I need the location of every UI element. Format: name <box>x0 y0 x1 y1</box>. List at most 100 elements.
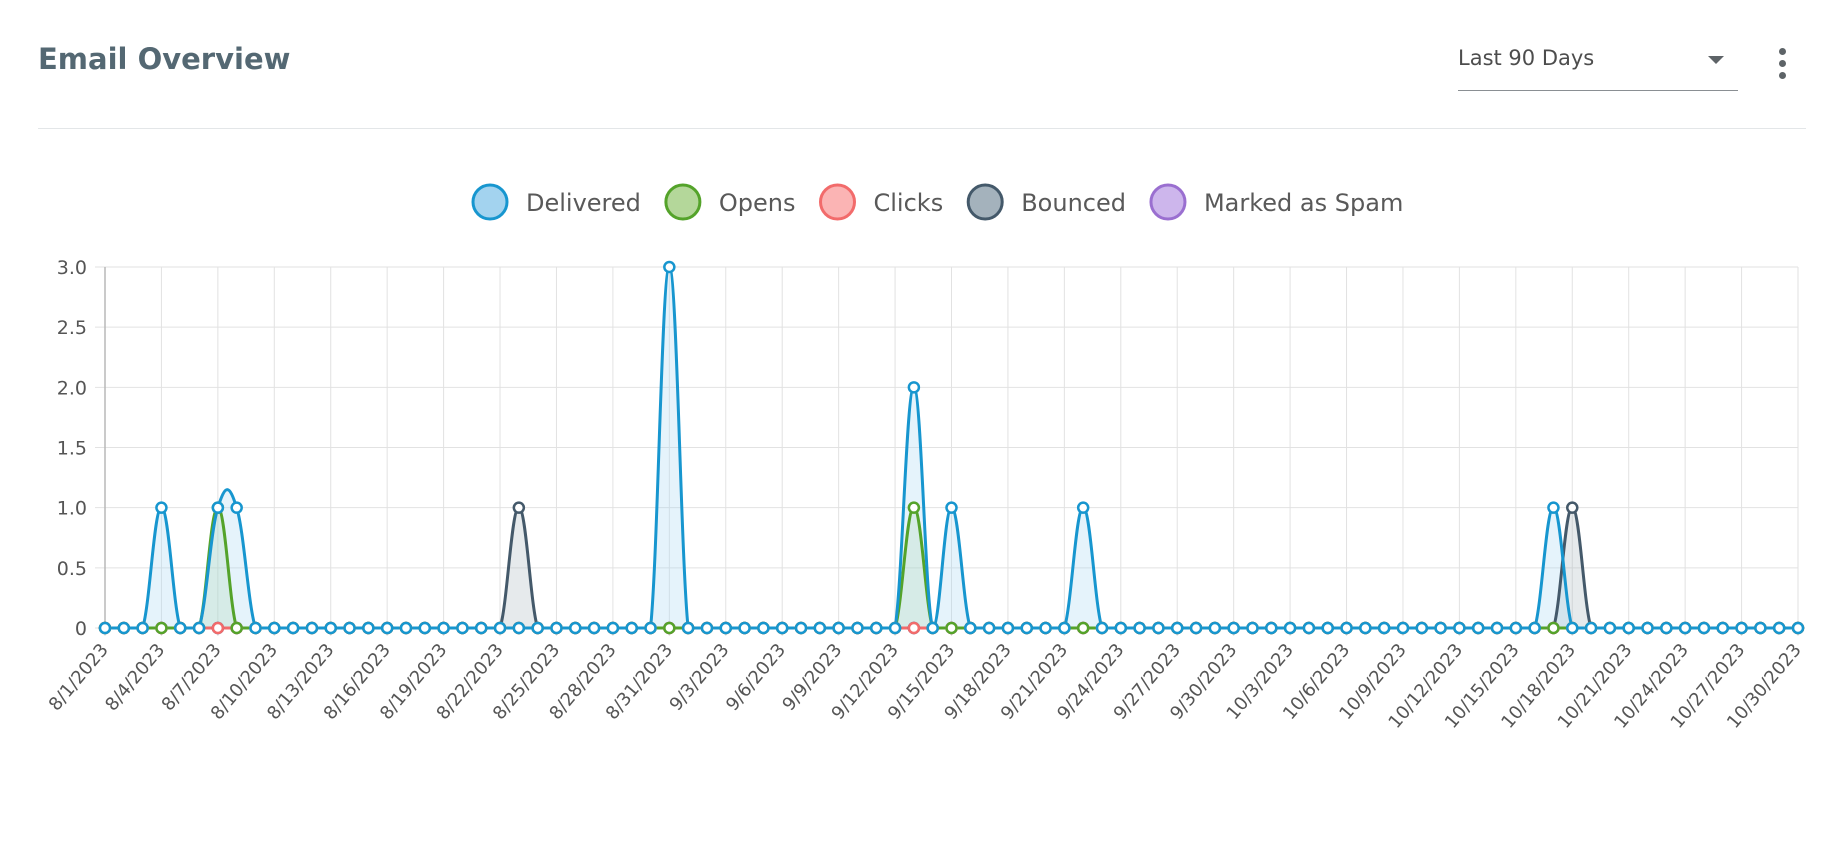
more-options-icon[interactable] <box>1770 48 1794 84</box>
point-delivered <box>1697 621 1711 635</box>
point-delivered <box>1509 621 1523 635</box>
point-delivered <box>964 621 977 635</box>
point-delivered <box>512 621 526 635</box>
x-axis-ticks: 8/1/20238/4/20238/7/20238/10/20238/13/20… <box>45 640 1806 733</box>
point-delivered <box>1603 621 1617 635</box>
point-delivered <box>362 621 375 635</box>
point-delivered <box>1622 621 1635 635</box>
point-delivered <box>1058 621 1071 635</box>
point-delivered <box>305 621 319 635</box>
caret-down-icon <box>1708 56 1724 64</box>
point-delivered <box>982 621 996 635</box>
point-delivered <box>1471 621 1485 635</box>
page-title: Email Overview <box>38 42 291 76</box>
y-tick-label: 3.0 <box>57 257 87 279</box>
point-delivered <box>493 621 507 635</box>
point-delivered <box>380 621 394 635</box>
chart-legend: Delivered Opens Clicks Bounced Marked as Spa… <box>471 183 1403 221</box>
point-delivered <box>399 621 413 635</box>
legend-swatch-bounced <box>966 183 1004 221</box>
point-delivered <box>926 621 939 635</box>
point-delivered <box>1716 621 1730 635</box>
point-bounced <box>1566 501 1579 514</box>
y-tick-label: 2.5 <box>57 317 87 339</box>
point-delivered <box>550 621 563 635</box>
email-overview-chart: Delivered Opens Clicks Bounced Marked as Spa… <box>45 183 1806 733</box>
point-delivered <box>1359 621 1372 635</box>
point-delivered <box>136 621 149 635</box>
point-delivered <box>192 621 206 635</box>
point-delivered <box>719 621 733 635</box>
point-delivered <box>644 621 657 635</box>
point-delivered <box>1208 621 1222 635</box>
legend-label-bounced: Bounced <box>1021 189 1126 217</box>
legend-label-marked-as-spam: Marked as Spam <box>1204 189 1403 217</box>
point-delivered <box>700 621 714 635</box>
point-delivered <box>155 501 168 514</box>
point-delivered <box>343 621 356 635</box>
point-clicks <box>211 621 225 635</box>
point-delivered <box>1453 621 1466 635</box>
point-delivered <box>738 621 751 635</box>
point-delivered <box>1641 621 1654 635</box>
point-delivered <box>1415 621 1429 635</box>
point-delivered <box>832 621 845 635</box>
point-delivered <box>1001 621 1015 635</box>
point-delivered <box>1660 621 1673 635</box>
point-delivered <box>757 621 770 635</box>
point-delivered <box>1020 621 1033 635</box>
point-delivered <box>531 621 544 635</box>
point-delivered <box>98 621 112 635</box>
series-points <box>98 260 1805 635</box>
point-opens <box>1076 621 1090 635</box>
point-delivered <box>1791 621 1805 635</box>
point-delivered <box>1434 621 1447 635</box>
series-area-delivered <box>105 267 1798 628</box>
point-delivered <box>324 621 337 635</box>
point-clicks <box>907 621 921 635</box>
point-delivered <box>1265 621 1278 635</box>
date-range-select[interactable]: Last 90 Days <box>1458 40 1738 91</box>
point-delivered <box>1283 621 1297 635</box>
point-delivered <box>625 621 638 635</box>
point-delivered <box>1076 501 1090 514</box>
point-delivered <box>1133 621 1146 635</box>
y-tick-label: 1.5 <box>57 438 87 460</box>
y-axis-ticks: 0 0.5 1.0 1.5 2.0 2.5 3.0 <box>57 257 87 640</box>
point-delivered <box>1396 621 1410 635</box>
point-delivered <box>1735 621 1748 635</box>
point-opens <box>907 501 921 514</box>
point-delivered <box>1302 621 1316 635</box>
legend-label-clicks: Clicks <box>874 189 944 217</box>
y-tick-label: 1.0 <box>57 498 87 520</box>
point-delivered <box>1490 621 1504 635</box>
point-delivered <box>1528 621 1541 635</box>
point-delivered <box>888 621 902 635</box>
point-delivered <box>456 621 469 635</box>
point-delivered <box>1246 621 1259 635</box>
point-delivered <box>813 621 827 635</box>
point-bounced <box>512 501 526 514</box>
point-opens <box>945 621 958 635</box>
legend-swatch-marked-as-spam <box>1149 183 1187 221</box>
point-delivered <box>1170 621 1184 635</box>
legend-label-opens: Opens <box>719 189 796 217</box>
point-delivered <box>907 381 921 394</box>
point-delivered <box>1321 621 1334 635</box>
point-delivered <box>851 621 864 635</box>
point-delivered <box>606 621 620 635</box>
point-delivered <box>1039 621 1052 635</box>
point-opens <box>663 621 676 635</box>
point-delivered <box>117 621 131 635</box>
point-delivered <box>230 501 243 514</box>
point-delivered <box>1152 621 1165 635</box>
point-delivered <box>870 621 883 635</box>
legend-swatch-opens <box>664 183 702 221</box>
point-delivered <box>775 621 789 635</box>
point-opens <box>155 621 168 635</box>
point-delivered <box>1377 621 1391 635</box>
point-delivered <box>1114 621 1128 635</box>
date-range-value: Last 90 Days <box>1458 46 1595 70</box>
point-delivered <box>1772 621 1786 635</box>
point-opens <box>1547 621 1560 635</box>
